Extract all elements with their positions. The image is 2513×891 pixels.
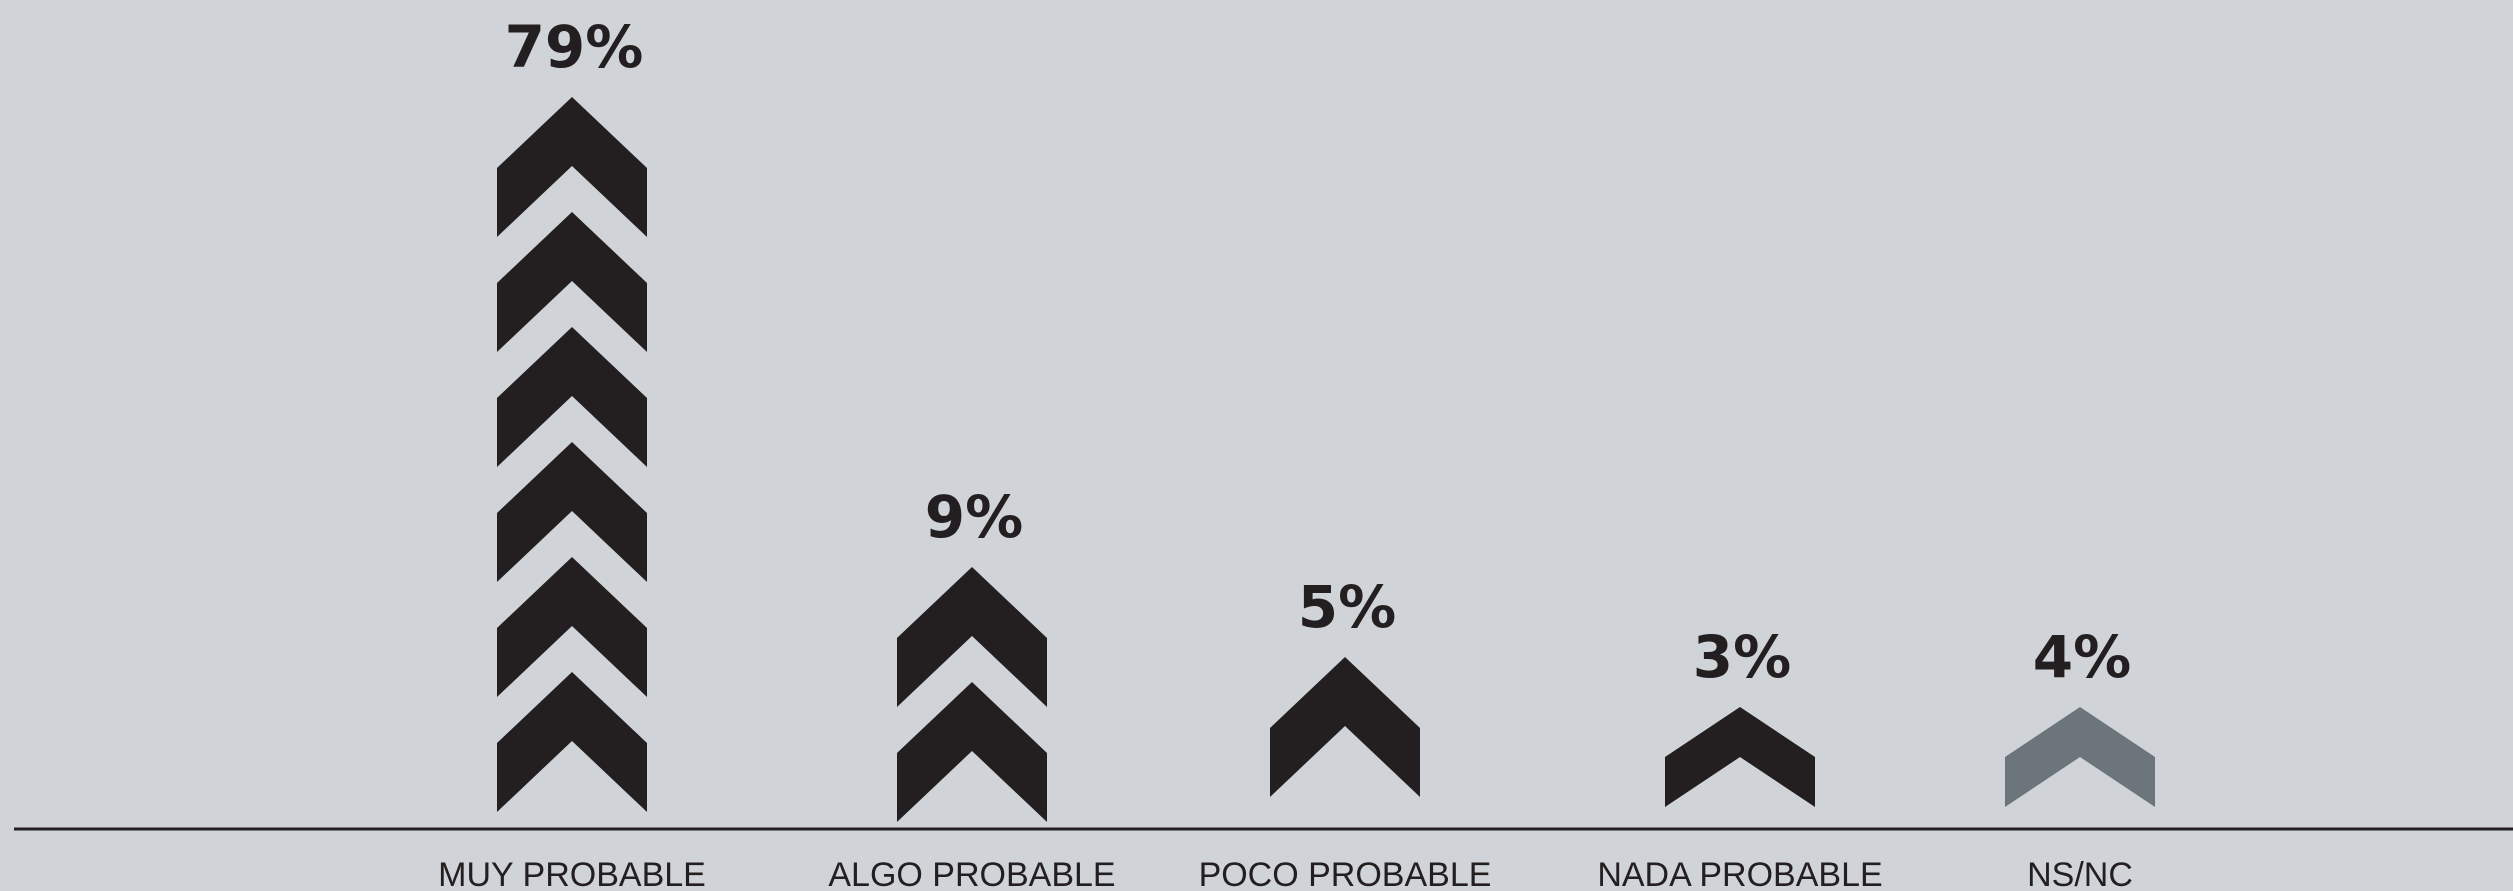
value-labels: 79% 9% 5% 3% 4% (505, 13, 2132, 691)
chevron-mark-muy-probable-1 (497, 672, 647, 812)
category-labels: MUY PROBABLE ALGO PROBABLE POCO PROBABLE NA… (438, 856, 2133, 891)
category-label-algo-probable: ALGO PROBABLE (828, 856, 1115, 891)
chart-marks (497, 97, 2155, 822)
chevron-mark-muy-probable-5 (497, 212, 647, 352)
chevron-mark-poco-probable-1 (1270, 657, 1420, 797)
value-label-muy-probable: 79% (505, 13, 644, 81)
value-label-algo-probable: 9% (925, 483, 1023, 551)
category-label-poco-probable: POCO PROBABLE (1199, 856, 1492, 891)
chevron-mark-muy-probable-4 (497, 327, 647, 467)
category-label-muy-probable: MUY PROBABLE (438, 856, 706, 891)
value-label-poco-probable: 5% (1298, 573, 1396, 641)
value-label-ns-nc: 4% (2033, 623, 2131, 691)
chevron-mark-muy-probable-3 (497, 442, 647, 582)
chevron-mark-nada-probable-1 (1665, 707, 1815, 807)
chevron-mark-muy-probable-6 (497, 97, 647, 237)
chevron-mark-algo-probable-2 (897, 567, 1047, 707)
chevron-mark-ns-nc-1 (2005, 707, 2155, 807)
category-label-nada-probable: NADA PROBABLE (1597, 856, 1882, 891)
category-label-ns-nc: NS/NC (2027, 856, 2133, 891)
chevron-mark-muy-probable-2 (497, 557, 647, 697)
value-label-nada-probable: 3% (1693, 623, 1791, 691)
chevron-mark-algo-probable-1 (897, 682, 1047, 822)
